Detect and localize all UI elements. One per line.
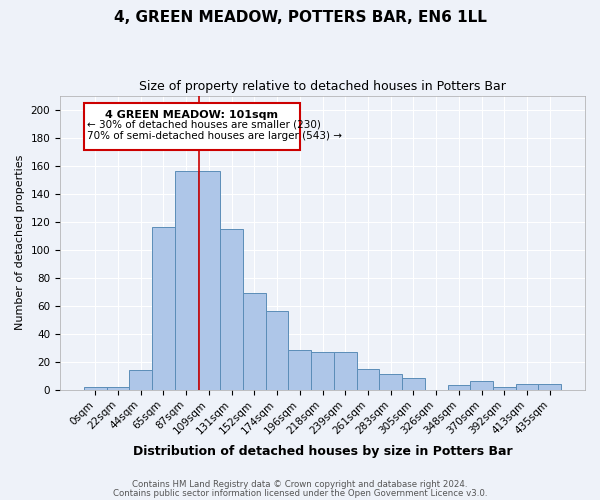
- Bar: [266, 311, 289, 390]
- X-axis label: Distribution of detached houses by size in Potters Bar: Distribution of detached houses by size …: [133, 444, 512, 458]
- Text: Contains public sector information licensed under the Open Government Licence v3: Contains public sector information licen…: [113, 489, 487, 498]
- Bar: [470, 381, 493, 390]
- Bar: [448, 386, 470, 390]
- Y-axis label: Number of detached properties: Number of detached properties: [15, 155, 25, 330]
- Bar: [152, 227, 175, 390]
- Bar: [311, 352, 334, 390]
- FancyBboxPatch shape: [84, 102, 300, 150]
- Bar: [379, 374, 402, 390]
- Title: Size of property relative to detached houses in Potters Bar: Size of property relative to detached ho…: [139, 80, 506, 93]
- Bar: [197, 171, 220, 390]
- Bar: [334, 352, 356, 390]
- Bar: [515, 384, 538, 390]
- Text: 4 GREEN MEADOW: 101sqm: 4 GREEN MEADOW: 101sqm: [106, 110, 278, 120]
- Bar: [289, 350, 311, 390]
- Text: Contains HM Land Registry data © Crown copyright and database right 2024.: Contains HM Land Registry data © Crown c…: [132, 480, 468, 489]
- Bar: [220, 228, 243, 390]
- Text: 4, GREEN MEADOW, POTTERS BAR, EN6 1LL: 4, GREEN MEADOW, POTTERS BAR, EN6 1LL: [113, 10, 487, 25]
- Text: 70% of semi-detached houses are larger (543) →: 70% of semi-detached houses are larger (…: [87, 130, 342, 140]
- Bar: [130, 370, 152, 390]
- Bar: [107, 387, 130, 390]
- Bar: [538, 384, 561, 390]
- Bar: [175, 171, 197, 390]
- Text: ← 30% of detached houses are smaller (230): ← 30% of detached houses are smaller (23…: [87, 120, 321, 130]
- Bar: [84, 387, 107, 390]
- Bar: [356, 368, 379, 390]
- Bar: [402, 378, 425, 390]
- Bar: [243, 293, 266, 390]
- Bar: [493, 387, 515, 390]
